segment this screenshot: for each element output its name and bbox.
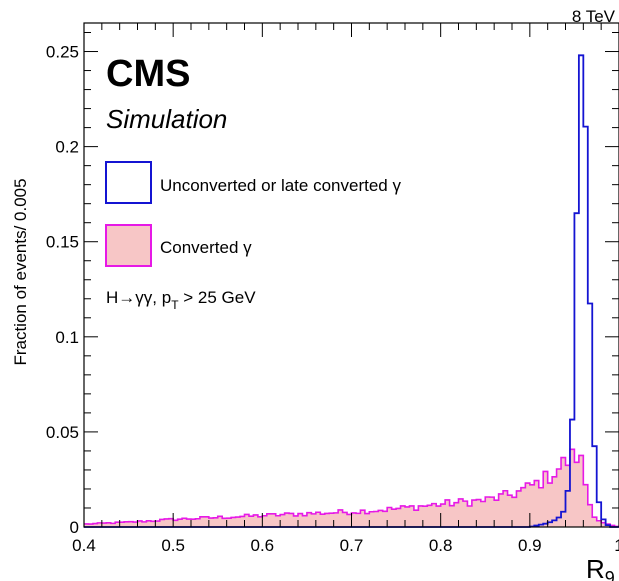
selection-label: H→γγ, pT > 25 GeV: [106, 288, 256, 312]
legend-label-converted: Converted γ: [160, 238, 252, 257]
y-tick-label: 0.15: [46, 233, 79, 252]
energy-label: 8 TeV: [572, 7, 616, 26]
x-axis-title-sub: 9: [605, 568, 615, 581]
legend-label-unconverted: Unconverted or late converted γ: [160, 176, 401, 195]
x-tick-label: 0.7: [340, 536, 364, 555]
y-tick-label: 0.2: [55, 138, 79, 157]
y-tick-label: 0.1: [55, 328, 79, 347]
x-tick-label: 0.4: [72, 536, 96, 555]
x-tick-label: 0.6: [251, 536, 275, 555]
y-tick-label: 0.05: [46, 423, 79, 442]
plot-frame: [83, 22, 619, 528]
experiment-label: CMS: [106, 53, 190, 95]
y-tick-label: 0.25: [46, 43, 79, 62]
y-tick-label: 0: [70, 518, 79, 537]
y-axis-title: Fraction of events/ 0.005: [11, 178, 30, 365]
selection-sub: T: [171, 298, 179, 312]
x-tick-label: 0.9: [518, 536, 542, 555]
simulation-label: Simulation: [106, 104, 227, 134]
x-tick-label: 0.5: [161, 536, 185, 555]
x-tick-label: 0.8: [429, 536, 453, 555]
legend-swatch-unconverted: [105, 161, 152, 204]
series-converted-fill: [84, 449, 619, 527]
axes: 0.4 0.5 0.6 0.7 0.8 0.9 1 0 0.05 0.1 0.15 0.2 0.25: [46, 22, 619, 555]
x-tick-label: 1: [614, 536, 619, 555]
x-axis-title: R9: [586, 554, 615, 581]
legend-swatch-converted: [105, 224, 152, 267]
selection-rest: > 25 GeV: [179, 288, 257, 307]
